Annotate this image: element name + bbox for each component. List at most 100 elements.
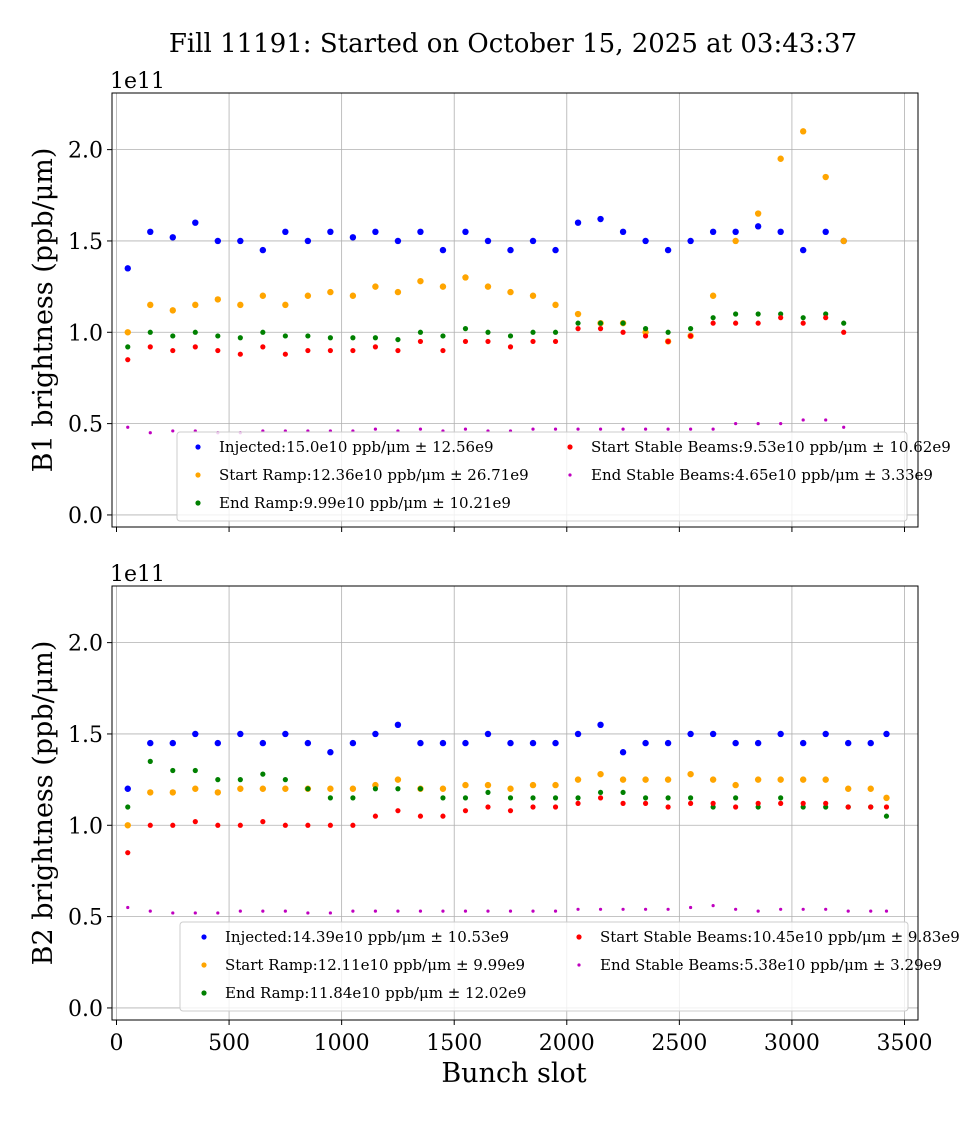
data-point-injected [394, 721, 402, 729]
data-point-start-stable-beams [823, 800, 829, 806]
x-tick-label: 2500 [651, 1031, 707, 1056]
data-point-start-stable-beams [710, 800, 716, 806]
data-point-start-ramp [883, 794, 890, 802]
data-point-end-stable-beams [306, 911, 310, 915]
data-point-start-stable-beams [800, 320, 806, 326]
data-point-start-ramp [642, 776, 649, 783]
data-point-injected [462, 228, 469, 236]
data-point-end-ramp [440, 333, 446, 339]
data-point-injected [417, 739, 424, 747]
data-point-start-stable-beams [417, 813, 424, 819]
legend-marker [195, 444, 201, 450]
data-point-start-stable-beams [305, 822, 311, 828]
data-point-end-ramp [485, 329, 491, 335]
b1-axes: 0.0 0.5 1.0 1.5 2.0 1e11 B1 brightness (ppb/μm… [28, 69, 951, 532]
legend-marker [576, 934, 582, 940]
data-point-end-ramp [642, 795, 649, 801]
data-point-start-stable-beams [530, 338, 536, 345]
data-point-start-ramp [822, 776, 829, 783]
data-point-start-stable-beams [883, 804, 890, 810]
data-point-start-stable-beams [710, 320, 716, 326]
x-tick-label: 1000 [314, 1031, 370, 1056]
data-point-end-stable-beams [824, 907, 828, 911]
data-point-end-ramp [260, 771, 266, 777]
data-point-injected [822, 228, 829, 236]
legend-marker [567, 444, 573, 450]
data-point-start-stable-beams [372, 344, 379, 350]
data-point-end-ramp [192, 767, 198, 774]
data-point-end-ramp [800, 315, 806, 321]
data-point-end-stable-beams [734, 907, 738, 911]
data-point-end-stable-beams [373, 909, 378, 913]
data-point-end-ramp [733, 311, 739, 317]
x-axis-label: Bunch slot [441, 1058, 586, 1089]
data-point-injected [327, 228, 334, 236]
data-point-start-stable-beams [170, 347, 176, 354]
legend-entry: Start Stable Beams:10.45e10 ppb/μm ± 9.8… [600, 928, 960, 946]
data-point-end-stable-beams [801, 418, 805, 422]
data-point-start-stable-beams [147, 344, 153, 350]
data-point-start-stable-beams [395, 808, 401, 814]
data-point-start-ramp [799, 128, 807, 135]
data-point-start-ramp [147, 789, 154, 796]
data-point-injected [192, 219, 199, 226]
data-point-start-ramp [192, 785, 199, 792]
data-point-end-ramp [530, 329, 536, 335]
data-point-injected [394, 237, 402, 245]
x-tick-label: 3000 [764, 1031, 820, 1056]
data-point-end-ramp [417, 786, 424, 792]
data-point-injected [777, 730, 784, 738]
data-point-end-ramp [215, 333, 221, 339]
data-point-start-stable-beams [485, 338, 491, 345]
data-point-end-ramp [688, 326, 694, 332]
data-point-end-ramp [462, 326, 469, 332]
data-point-start-ramp [642, 329, 649, 336]
data-point-start-ramp [169, 789, 176, 796]
y-offset-label: 1e11 [110, 69, 165, 94]
data-point-end-stable-beams [171, 911, 175, 915]
data-point-end-ramp [192, 329, 198, 335]
data-point-end-stable-beams [621, 427, 625, 431]
data-point-start-stable-beams [688, 333, 694, 339]
data-point-start-ramp [552, 781, 559, 789]
data-point-start-stable-beams [733, 804, 739, 810]
data-point-end-ramp [665, 795, 671, 801]
data-point-start-ramp [574, 310, 582, 318]
b2-axes: 0 500 1000 1500 2000 2500 3000 3500 0.0 0.5 1.0 1.5… [28, 562, 960, 1056]
data-point-start-ramp [709, 776, 717, 783]
data-point-injected [507, 739, 514, 747]
data-point-injected [349, 739, 357, 747]
legend: Injected:14.39e10 ppb/μm ± 10.53e9 Start … [179, 921, 960, 1012]
data-point-start-ramp [282, 301, 289, 309]
data-point-end-stable-beams [756, 422, 760, 426]
data-point-end-stable-beams [689, 427, 693, 431]
data-point-injected [484, 730, 492, 738]
data-point-end-stable-beams [711, 427, 715, 431]
data-point-start-ramp [462, 781, 469, 789]
data-point-end-stable-beams [126, 905, 130, 910]
data-point-start-stable-beams [823, 315, 829, 321]
data-point-injected [754, 739, 762, 747]
legend-entry: Injected:14.39e10 ppb/μm ± 10.53e9 [225, 928, 509, 946]
y-tick-label: 1.5 [68, 723, 103, 748]
data-point-start-ramp [840, 237, 847, 245]
data-point-end-stable-beams [283, 909, 287, 913]
data-point-start-ramp [349, 785, 357, 792]
data-point-start-ramp [124, 329, 131, 336]
data-point-start-stable-beams [665, 338, 671, 345]
legend-marker [195, 472, 201, 478]
data-point-end-stable-beams [261, 909, 265, 913]
data-point-injected [327, 749, 334, 756]
data-point-end-ramp [395, 336, 401, 343]
data-point-injected [597, 721, 604, 729]
data-point-injected [754, 223, 762, 230]
data-point-end-stable-beams [779, 422, 783, 426]
data-point-start-ramp [439, 785, 447, 792]
data-point-start-ramp [777, 776, 784, 783]
data-point-injected [883, 730, 890, 738]
data-point-start-ramp [394, 776, 402, 783]
data-point-end-ramp [883, 813, 890, 819]
data-point-start-stable-beams [620, 800, 626, 806]
data-point-end-stable-beams [643, 907, 648, 911]
